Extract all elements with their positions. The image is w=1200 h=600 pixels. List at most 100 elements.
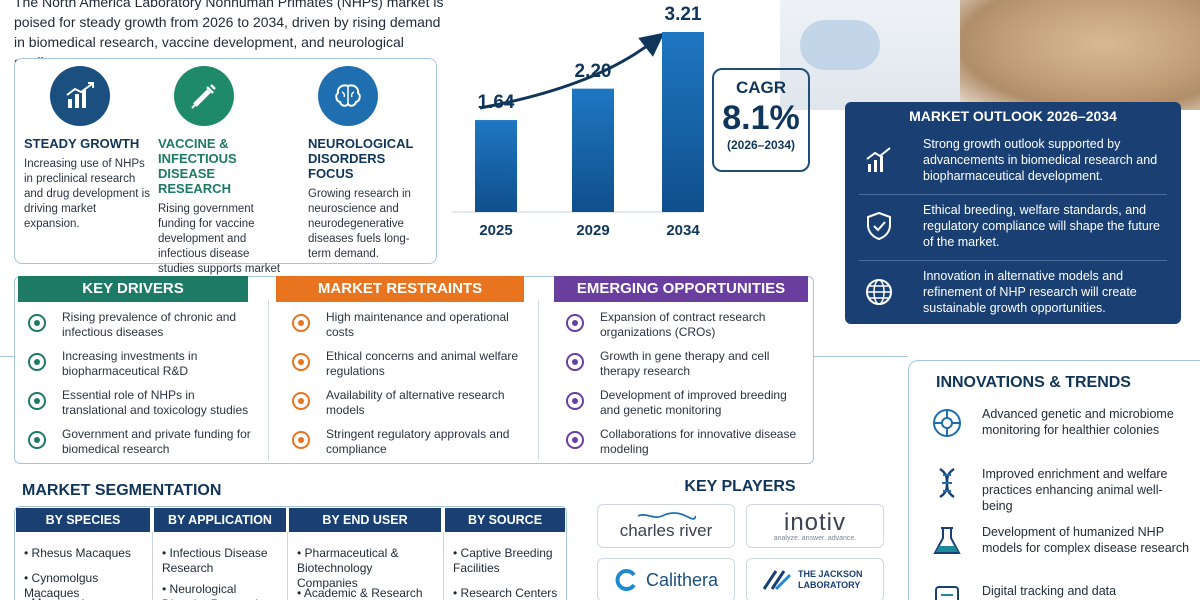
logo-text: inotiv: [783, 508, 847, 536]
logo-tagline: analyze. answer. advance.: [773, 534, 857, 542]
brain-icon: [318, 66, 378, 126]
molecule-icon: [26, 390, 48, 412]
innovation-text: Digital tracking and data: [982, 584, 1117, 598]
cell-icon: [564, 351, 586, 373]
cagr-label: CAGR: [735, 78, 787, 97]
opportunities-item: Growth in gene therapy and cell therapy …: [564, 349, 804, 379]
segment-header: BY SOURCE: [445, 508, 565, 532]
feature-text: Increasing use of NHPs in preclinical re…: [24, 158, 150, 230]
segment-divider: [152, 532, 153, 600]
bar-category-label: 2034: [666, 222, 700, 239]
bar-category-label: 2025: [479, 222, 513, 239]
column-divider: [538, 300, 539, 460]
innovations-title: INNOVATIONS & TRENDS: [936, 374, 1131, 391]
feature-title: STEADY GROWTH: [24, 136, 140, 151]
microbiome-icon: [930, 406, 964, 440]
growth-chart-icon: [859, 140, 899, 180]
cagr-period: (2026–2034): [726, 138, 796, 152]
bar-2025: [475, 120, 517, 212]
bar-value-label: 3.21: [664, 4, 702, 25]
feature-steady-growth: STEADY GROWTH Increasing use of NHPs in …: [24, 66, 154, 232]
opportunities-text: Development of improved breeding and gen…: [600, 388, 787, 417]
divider: [859, 260, 1167, 261]
funding-icon: [26, 429, 48, 451]
segment-item: • Research Centers: [453, 586, 558, 600]
flask-icon: [930, 524, 964, 558]
logo-text: THE JACKSON LABORATORY: [798, 569, 863, 590]
growth-chart-icon: [50, 66, 110, 126]
bar-2034: [662, 32, 704, 212]
separator: [814, 356, 908, 357]
bar-category-label: 2029: [576, 222, 610, 239]
restraints-item: Stringent regulatory approvals and compl…: [290, 427, 530, 457]
segment-item: • Marmosets: [24, 596, 144, 600]
jackson-mark-icon: [762, 570, 792, 591]
separator: [0, 356, 14, 357]
wave-icon: [637, 511, 696, 520]
bar-2029: [572, 88, 614, 212]
drivers-text: Increasing investments in biopharmaceuti…: [62, 349, 198, 378]
logo-text: charles river: [619, 520, 713, 540]
restraints-item: High maintenance and operational costs: [290, 310, 530, 340]
network-icon: [564, 312, 586, 334]
innovation-text: Improved enrichment and welfare practice…: [982, 467, 1168, 513]
cagr-box: CAGR 8.1% (2026–2034): [712, 68, 810, 172]
emerging-opportunities-header: EMERGING OPPORTUNITIES: [554, 276, 808, 302]
outlook-item: Innovation in alternative models and ref…: [859, 268, 1169, 316]
drivers-text: Government and private funding for biome…: [62, 427, 251, 456]
market-restraints-header: MARKET RESTRAINTS: [276, 276, 524, 302]
segment-item: • Infectious Disease Research: [162, 546, 268, 575]
innovation-item: Development of humanized NHP models for …: [930, 524, 1190, 558]
drivers-item: Government and private funding for biome…: [26, 427, 262, 457]
column-divider: [268, 300, 269, 460]
calithera-mark-icon: [615, 569, 636, 591]
welfare-icon: [290, 351, 312, 373]
segmentation-panel: [14, 506, 567, 600]
globe-icon: [859, 272, 899, 312]
market-outlook-panel: MARKET OUTLOOK 2026–2034 Strong growth o…: [845, 102, 1181, 324]
restraints-text: Stringent regulatory approvals and compl…: [326, 427, 510, 456]
logo-calithera: Calithera: [597, 558, 735, 600]
segment-divider: [287, 532, 288, 600]
innovations-panel: [908, 360, 1200, 600]
feature-title: NEUROLOGICAL DISORDERS FOCUS: [308, 136, 414, 181]
feature-vaccine: VACCINE & INFECTIOUS DISEASE RESEARCH Ri…: [158, 66, 286, 292]
segment-item: • Pharmaceutical & Biotechnology Compani…: [297, 546, 399, 590]
segment-item: • Captive Breeding Facilities: [453, 546, 553, 575]
innovation-item: Digital tracking and data: [930, 583, 1190, 600]
segment-item: • Neurological Disorder Research: [162, 582, 262, 600]
restraints-text: Availability of alternative research mod…: [326, 388, 505, 417]
restraints-text: Ethical concerns and animal welfare regu…: [326, 349, 519, 378]
collaboration-icon: [564, 429, 586, 451]
feature-title: VACCINE & INFECTIOUS DISEASE RESEARCH: [158, 136, 237, 196]
drivers-item: Increasing investments in biopharmaceuti…: [26, 349, 262, 379]
segment-item: • Rhesus Macaques: [24, 546, 131, 560]
dna-icon: [930, 466, 964, 500]
logo-jackson-laboratory: THE JACKSON LABORATORY: [746, 558, 884, 600]
logo-text: Calithera: [645, 569, 719, 590]
segment-header: BY APPLICATION: [154, 508, 286, 532]
divider: [859, 194, 1167, 195]
bar-value-label: 2.20: [574, 60, 612, 82]
segment-header: BY SPECIES: [16, 508, 150, 532]
logo-inotiv: inotiv analyze. answer. advance.: [746, 504, 884, 548]
market-size-chart: [452, 32, 704, 213]
cost-icon: [290, 312, 312, 334]
opportunities-text: Collaborations for innovative disease mo…: [600, 427, 797, 456]
innovation-item: Improved enrichment and welfare practice…: [930, 466, 1190, 514]
drivers-text: Essential role of NHPs in translational …: [62, 388, 249, 417]
syringe-icon: [174, 66, 234, 126]
opportunities-item: Collaborations for innovative disease mo…: [564, 427, 804, 457]
shield-check-icon: [859, 206, 899, 246]
segment-item: • Academic & Research: [297, 586, 423, 600]
outlook-text: Strong growth outlook supported by advan…: [923, 137, 1158, 183]
glove-hand: [800, 20, 880, 70]
opportunities-text: Growth in gene therapy and cell therapy …: [600, 349, 770, 378]
key-drivers-header: KEY DRIVERS: [18, 276, 248, 302]
virus-icon: [26, 312, 48, 334]
bar-value-label: 1.64: [477, 92, 515, 114]
tracking-icon: [930, 583, 964, 600]
cagr-value: 8.1%: [722, 99, 800, 137]
logo-charles-river: charles river: [597, 504, 735, 548]
outlook-item: Strong growth outlook supported by advan…: [859, 136, 1169, 184]
